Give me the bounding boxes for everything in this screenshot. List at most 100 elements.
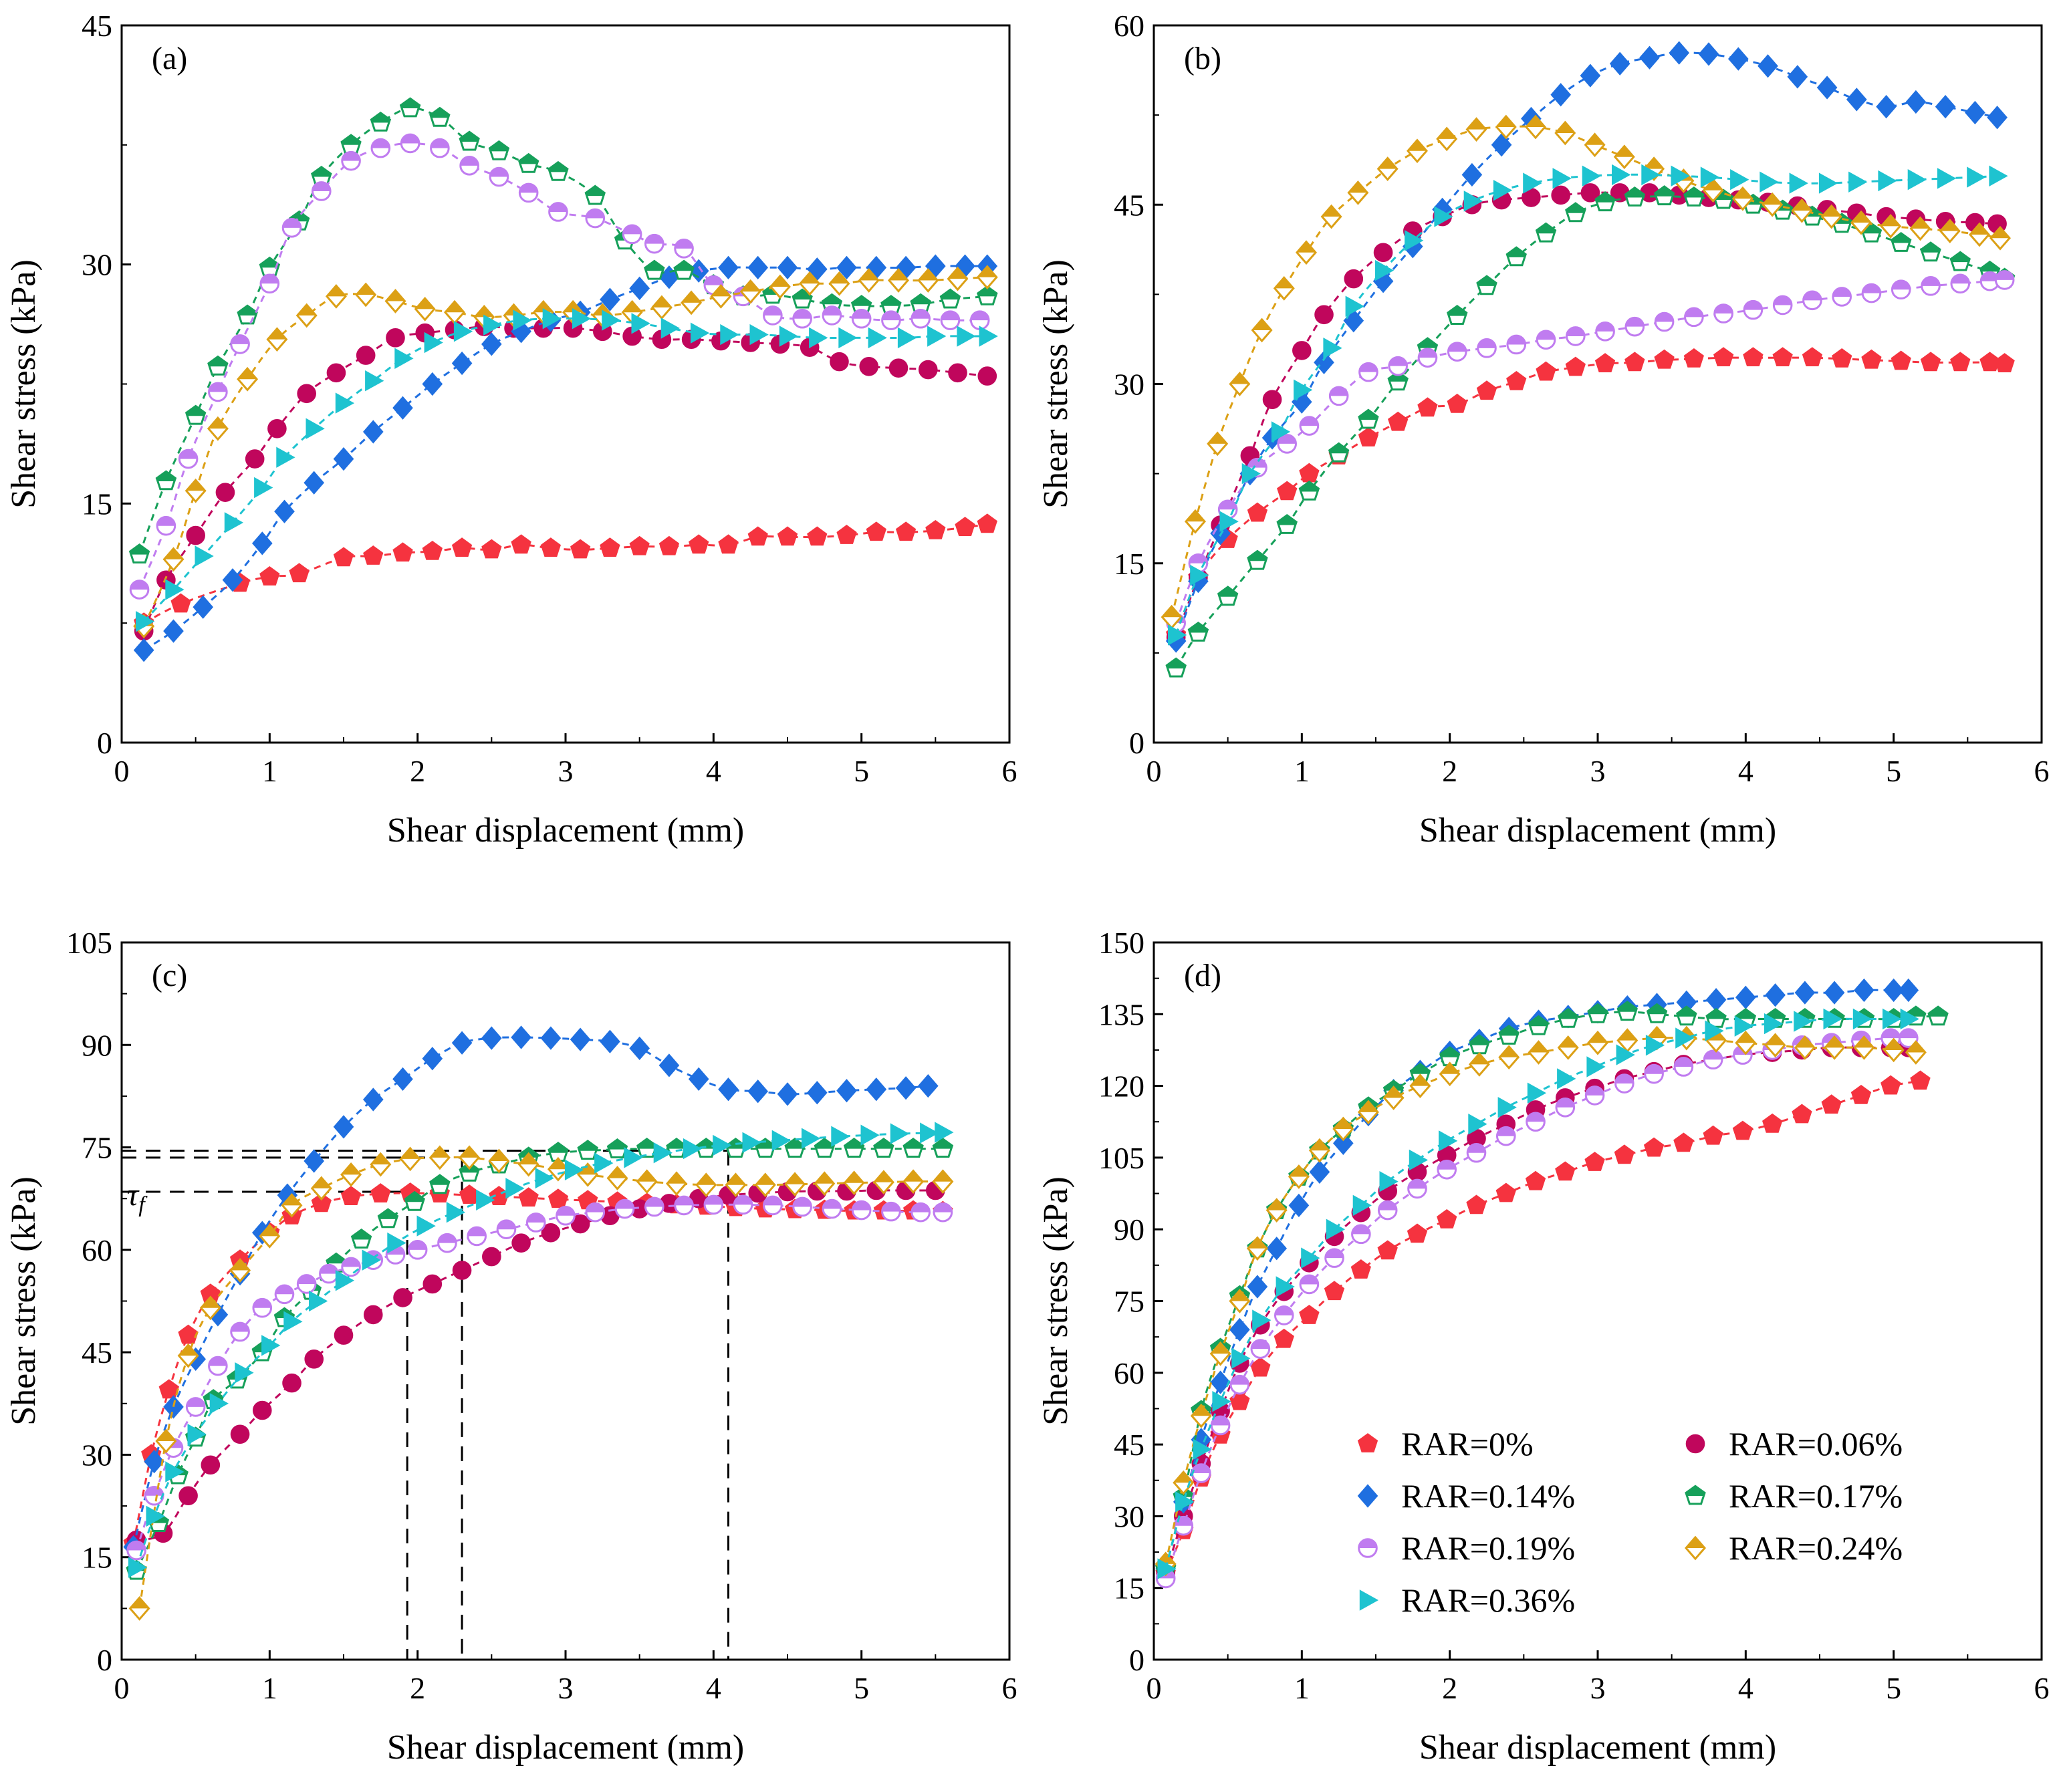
data-point xyxy=(570,1214,590,1234)
data-point xyxy=(1624,186,1646,207)
data-point xyxy=(1528,1015,1550,1035)
data-point xyxy=(1377,1240,1398,1260)
data-point xyxy=(187,1424,207,1445)
x-tick-label: 4 xyxy=(706,1671,721,1705)
data-point xyxy=(259,1224,281,1249)
data-point xyxy=(311,165,332,186)
y-tick-label: 45 xyxy=(1114,1428,1144,1462)
data-point xyxy=(1594,191,1616,212)
data-point xyxy=(955,517,975,536)
data-point xyxy=(363,1305,383,1325)
data-point xyxy=(1477,338,1497,358)
data-point xyxy=(1550,83,1572,107)
series-rar14 xyxy=(133,254,998,662)
data-point xyxy=(282,1373,301,1393)
data-point xyxy=(843,1170,865,1196)
data-point xyxy=(1447,342,1467,362)
data-point xyxy=(525,1212,546,1233)
y-axis-title: Shear stress (kPa) xyxy=(1037,1176,1075,1426)
data-point xyxy=(1734,1015,1753,1037)
data-point xyxy=(392,1067,413,1092)
data-point xyxy=(326,363,346,383)
data-point xyxy=(1251,317,1273,343)
data-point xyxy=(683,1138,703,1160)
data-point xyxy=(606,1138,628,1158)
data-point xyxy=(542,308,562,330)
data-point xyxy=(266,327,288,352)
data-point xyxy=(334,1325,354,1345)
data-point xyxy=(658,535,680,555)
data-point xyxy=(1466,1194,1487,1214)
data-point xyxy=(215,483,235,502)
data-point xyxy=(1358,362,1378,382)
data-point xyxy=(1566,326,1586,346)
data-point xyxy=(1296,240,1317,265)
data-point xyxy=(1713,303,1733,324)
data-point xyxy=(1580,183,1600,203)
data-point xyxy=(1792,1104,1812,1124)
data-point xyxy=(333,446,354,471)
data-point xyxy=(629,535,650,555)
data-point xyxy=(481,1026,502,1050)
data-point xyxy=(1439,1130,1458,1152)
data-point xyxy=(1557,1068,1576,1090)
data-point xyxy=(851,308,872,329)
y-tick-label: 150 xyxy=(1098,926,1144,960)
legend-item-rar14: RAR=0.14% xyxy=(1357,1477,1575,1515)
data-point xyxy=(1326,1219,1346,1240)
data-point xyxy=(1374,259,1395,281)
y-tick-label: 45 xyxy=(1114,188,1144,222)
data-point xyxy=(1772,295,1793,315)
x-tick-label: 6 xyxy=(2034,1671,2050,1705)
data-point xyxy=(1497,1097,1517,1118)
data-point xyxy=(267,418,287,438)
data-point xyxy=(370,138,391,158)
data-point xyxy=(511,534,531,554)
data-point xyxy=(860,1124,880,1146)
series-rar14 xyxy=(1165,41,2008,653)
series-rar06 xyxy=(134,317,997,641)
data-point xyxy=(1732,1120,1753,1140)
data-point xyxy=(799,271,821,296)
data-point xyxy=(1587,1030,1608,1055)
data-point xyxy=(1823,1008,1842,1030)
data-point xyxy=(572,308,592,330)
y-tick-label: 60 xyxy=(1114,1356,1144,1390)
data-point xyxy=(444,299,465,325)
data-point xyxy=(394,348,414,369)
data-point xyxy=(496,1219,517,1239)
data-point xyxy=(1735,1030,1757,1055)
data-point xyxy=(1802,290,1822,311)
legend-label: RAR=0.24% xyxy=(1729,1529,1903,1567)
data-point xyxy=(666,1171,687,1196)
data-point xyxy=(237,304,258,325)
data-point xyxy=(325,284,347,309)
data-point xyxy=(1673,1132,1694,1152)
data-point xyxy=(1703,1049,1723,1070)
legend-item-rar0: RAR=0% xyxy=(1357,1425,1534,1462)
data-point xyxy=(622,224,642,245)
data-point xyxy=(1273,276,1295,301)
data-point xyxy=(606,1166,628,1190)
data-point xyxy=(977,513,997,533)
data-point xyxy=(1491,133,1512,157)
data-point xyxy=(1883,978,1905,1003)
data-point xyxy=(1794,1011,1813,1032)
data-point xyxy=(1643,156,1665,181)
y-tick-label: 0 xyxy=(97,726,112,760)
data-point xyxy=(1989,165,2008,186)
data-point xyxy=(570,539,591,559)
data-point xyxy=(749,324,769,346)
data-point xyxy=(873,1138,894,1158)
data-point xyxy=(658,1053,680,1077)
y-tick-label: 60 xyxy=(82,1233,112,1267)
data-point xyxy=(185,478,207,503)
data-point xyxy=(304,1149,325,1173)
data-point xyxy=(1262,390,1282,410)
data-point xyxy=(451,1031,473,1055)
data-point xyxy=(404,1190,425,1211)
data-point xyxy=(927,326,947,347)
data-point xyxy=(624,1147,643,1168)
